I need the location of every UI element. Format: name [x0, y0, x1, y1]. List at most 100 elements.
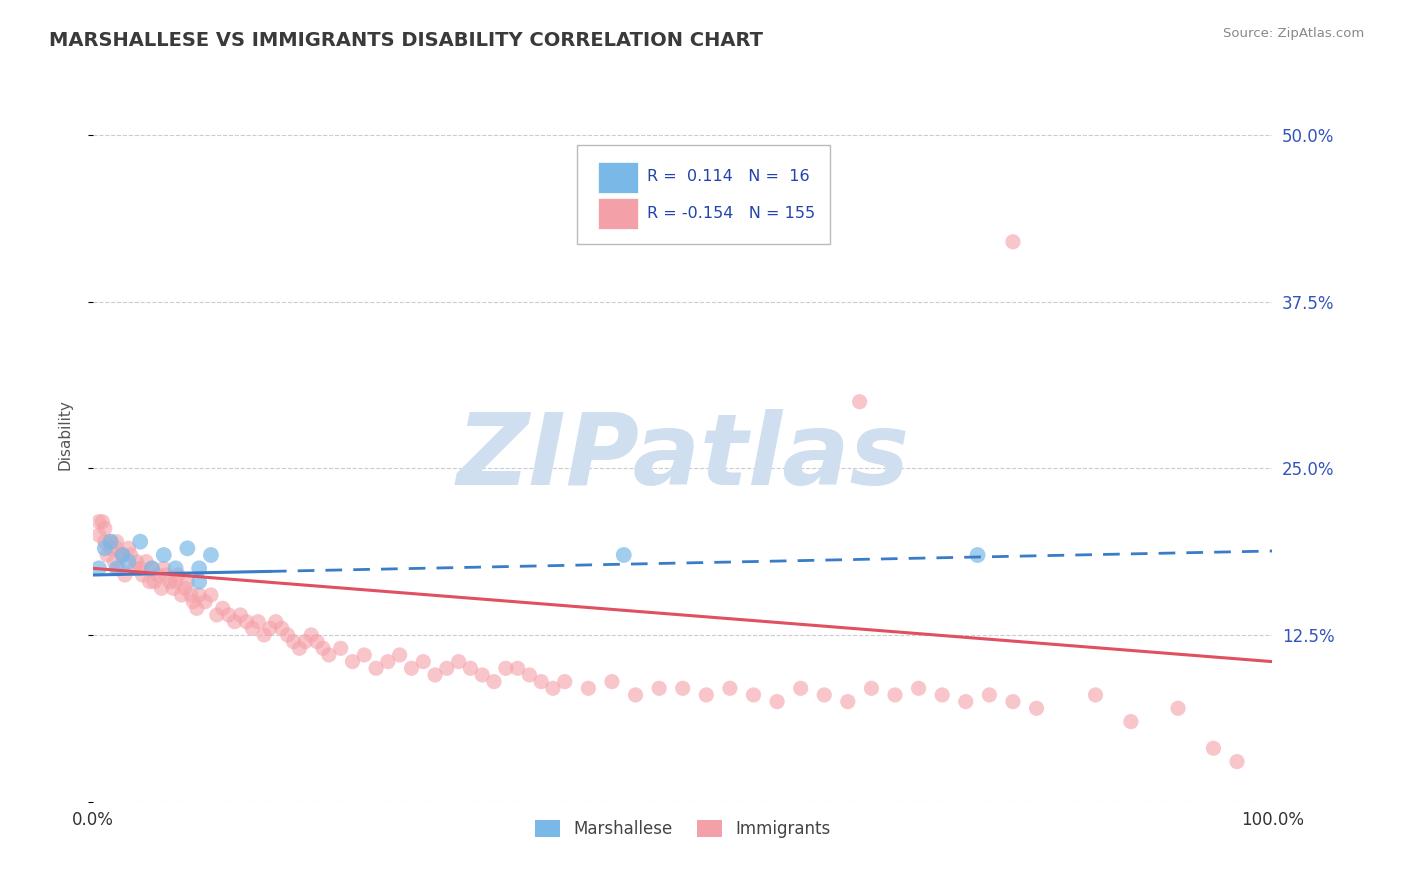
Point — [931, 688, 953, 702]
Point — [188, 561, 211, 575]
Point — [1167, 701, 1189, 715]
Point — [96, 548, 118, 562]
Point — [200, 548, 222, 562]
Point — [1119, 714, 1142, 729]
Point — [218, 607, 240, 622]
Point — [114, 568, 136, 582]
Point — [200, 588, 222, 602]
Point — [495, 661, 517, 675]
Point — [103, 555, 125, 569]
Point — [111, 548, 134, 562]
Point — [837, 695, 859, 709]
Point — [613, 548, 636, 562]
Point — [482, 674, 505, 689]
Point — [100, 534, 122, 549]
Point — [105, 541, 128, 556]
Point — [530, 674, 553, 689]
Point — [211, 601, 233, 615]
Point — [277, 628, 299, 642]
Point — [146, 568, 169, 582]
Point — [1202, 741, 1225, 756]
Point — [979, 688, 1001, 702]
Point — [105, 561, 128, 575]
Point — [129, 561, 152, 575]
Point — [141, 561, 163, 575]
Point — [307, 634, 329, 648]
Point — [270, 621, 292, 635]
Point — [159, 574, 181, 589]
Point — [94, 534, 117, 549]
Point — [117, 541, 139, 556]
Point — [813, 688, 835, 702]
Point — [353, 648, 375, 662]
Point — [176, 541, 198, 556]
Point — [174, 582, 197, 596]
Point — [180, 588, 202, 602]
Point — [329, 641, 352, 656]
Point — [100, 534, 122, 549]
Point — [94, 521, 117, 535]
Point — [181, 594, 204, 608]
Point — [695, 688, 717, 702]
Point — [108, 561, 131, 575]
Point — [131, 568, 153, 582]
Point — [318, 648, 340, 662]
Point — [141, 561, 163, 575]
Point — [87, 515, 110, 529]
Point — [294, 634, 316, 648]
Point — [1001, 235, 1024, 249]
Point — [718, 681, 741, 696]
Point — [377, 655, 399, 669]
Point — [240, 621, 263, 635]
Point — [264, 615, 287, 629]
Point — [648, 681, 671, 696]
Point — [401, 661, 423, 675]
Point — [283, 634, 305, 648]
Point — [205, 607, 228, 622]
Point — [87, 528, 110, 542]
Point — [235, 615, 257, 629]
Point — [188, 574, 211, 589]
Point — [1001, 695, 1024, 709]
Point — [150, 582, 173, 596]
Point — [111, 548, 134, 562]
Point — [94, 541, 117, 556]
Text: R = -0.154   N = 155: R = -0.154 N = 155 — [647, 206, 815, 221]
Point — [135, 555, 157, 569]
Point — [194, 594, 217, 608]
Text: ZIPatlas: ZIPatlas — [456, 409, 910, 506]
Point — [125, 555, 148, 569]
Point — [155, 568, 177, 582]
Point — [100, 541, 122, 556]
Point — [152, 548, 174, 562]
Point — [105, 534, 128, 549]
Point — [124, 561, 146, 575]
FancyBboxPatch shape — [576, 145, 830, 244]
Point — [884, 688, 907, 702]
Point — [412, 655, 434, 669]
Text: Source: ZipAtlas.com: Source: ZipAtlas.com — [1223, 27, 1364, 40]
Point — [460, 661, 482, 675]
Point — [176, 574, 198, 589]
Point — [364, 661, 387, 675]
Point — [165, 561, 187, 575]
Point — [162, 582, 184, 596]
Point — [259, 621, 281, 635]
Point — [111, 548, 134, 562]
Point — [312, 641, 335, 656]
Point — [955, 695, 977, 709]
Point — [388, 648, 411, 662]
Point — [1226, 755, 1249, 769]
Point — [188, 588, 211, 602]
Point — [224, 615, 246, 629]
Point — [554, 674, 576, 689]
Point — [167, 568, 190, 582]
Text: R =  0.114   N =  16: R = 0.114 N = 16 — [647, 169, 810, 184]
Point — [186, 601, 208, 615]
Point — [129, 534, 152, 549]
Point — [117, 555, 139, 569]
Point — [436, 661, 458, 675]
Point — [1084, 688, 1107, 702]
Point — [907, 681, 929, 696]
Point — [471, 668, 494, 682]
